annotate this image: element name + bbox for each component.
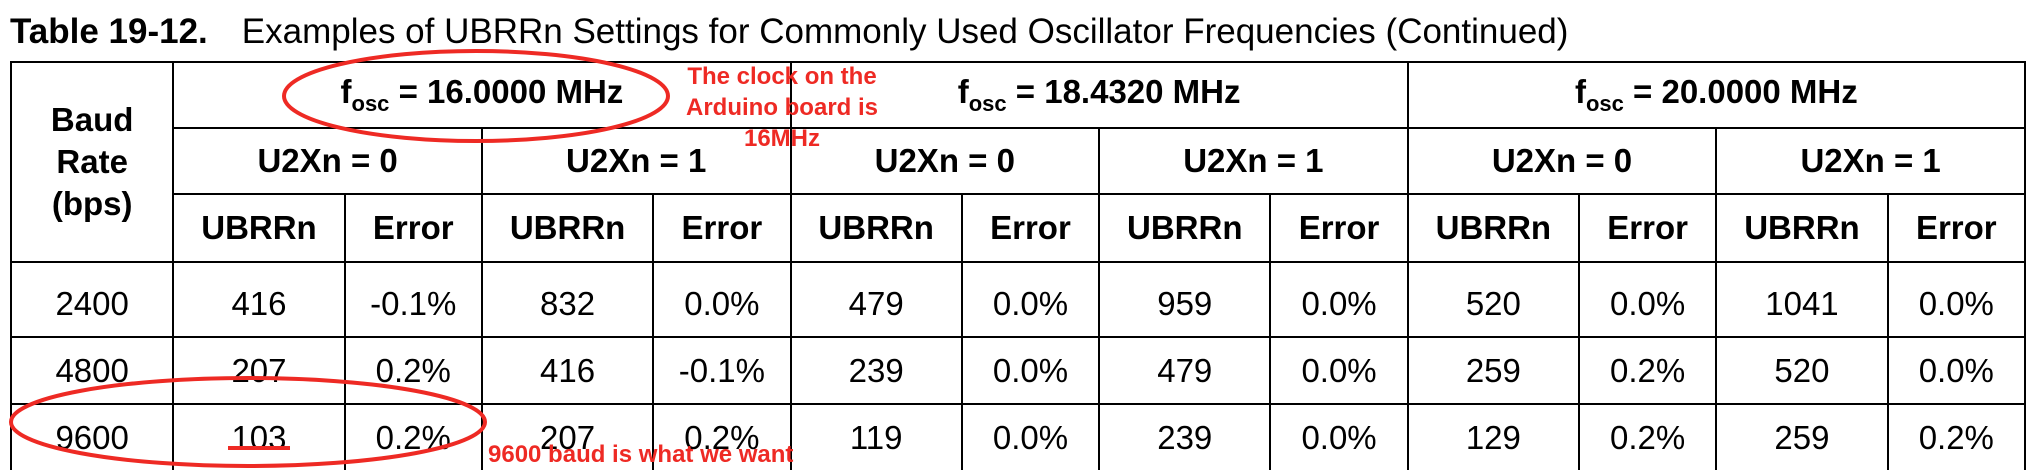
ubrr-cell: 119 (789, 403, 963, 470)
baud-cell: 9600 (9, 403, 175, 470)
error-cell: -0.1% (652, 336, 792, 405)
u2x-header: U2Xn = 1 (1715, 127, 2026, 195)
error-cell: 0.0% (652, 261, 792, 338)
ubrr-cell: 129 (1406, 403, 1581, 470)
ubrr-column-header: UBRRn (1406, 193, 1581, 263)
ubrr-cell: 520 (1715, 336, 1889, 405)
error-column-header: Error (343, 193, 483, 263)
fosc-20mhz-header: fosc = 20.0000 MHz (1406, 61, 2027, 129)
error-column-header: Error (960, 193, 1101, 263)
error-cell: 0.2% (343, 336, 483, 405)
error-cell: 0.0% (1269, 336, 1409, 405)
ubrr-cell: 520 (1406, 261, 1581, 338)
table-title: Examples of UBRRn Settings for Commonly … (241, 12, 1569, 51)
ubrr-column-header: UBRRn (1715, 193, 1889, 263)
baud-cell: 4800 (9, 336, 175, 405)
ubrr-column-header: UBRRn (1098, 193, 1272, 263)
ubrr-cell: 959 (1098, 261, 1272, 338)
ubrr-cell: 207 (480, 403, 655, 470)
error-column-header: Error (1269, 193, 1409, 263)
error-cell: 0.2% (1578, 403, 1718, 470)
ubrr-cell: 832 (480, 261, 655, 338)
ubrr-cell: 479 (789, 261, 963, 338)
baud-rate-header: Baud Rate (bps) (9, 61, 175, 263)
ubrr-settings-table: Baud Rate (bps) fosc = 16.0000 MHz fosc … (9, 61, 2027, 470)
error-cell: 0.0% (1886, 261, 2027, 338)
error-cell: 0.2% (652, 403, 792, 470)
ubrr-cell: 416 (480, 336, 655, 405)
error-cell: 0.0% (1886, 336, 2027, 405)
error-column-header: Error (1578, 193, 1718, 263)
ubrr-column-header: UBRRn (480, 193, 655, 263)
error-cell: 0.0% (1269, 261, 1409, 338)
error-cell: 0.0% (960, 336, 1101, 405)
ubrr-cell: 239 (789, 336, 963, 405)
error-cell: 0.2% (343, 403, 483, 470)
error-column-header: Error (652, 193, 792, 263)
table-row: 9600 103 0.2% 207 0.2% 119 0.0% 239 0.0%… (9, 403, 2027, 470)
u2x-header: U2Xn = 0 (1406, 127, 1718, 195)
u2x-header: U2Xn = 1 (1098, 127, 1409, 195)
u2x-header: U2Xn = 0 (172, 127, 483, 195)
error-cell: 0.2% (1886, 403, 2027, 470)
ubrr-cell: 1041 (1715, 261, 1889, 338)
ubrr-cell: 207 (172, 336, 346, 405)
ubrr-cell: 259 (1406, 336, 1581, 405)
error-cell: 0.0% (960, 261, 1101, 338)
baud-cell: 2400 (9, 261, 175, 338)
ubrr-cell: 239 (1098, 403, 1272, 470)
error-cell: -0.1% (343, 261, 483, 338)
ubrr-cell: 479 (1098, 336, 1272, 405)
ubrr-cell-highlighted: 103 (172, 403, 346, 470)
error-cell: 0.0% (1578, 261, 1718, 338)
clock-annotation: The clock on the Arduino board is 16MHz (686, 63, 878, 152)
table-number: Table 19-12. (10, 12, 208, 51)
table-row: 2400 416 -0.1% 832 0.0% 479 0.0% 959 0.0… (9, 261, 2027, 338)
ubrr-column-header: UBRRn (789, 193, 963, 263)
baud-annotation: 9600 baud is what we want (488, 441, 794, 468)
error-column-header: Error (1886, 193, 2027, 263)
error-cell: 0.0% (1269, 403, 1409, 470)
error-cell: 0.2% (1578, 336, 1718, 405)
ubrr-cell: 416 (172, 261, 346, 338)
error-cell: 0.0% (960, 403, 1101, 470)
ubrr-cell: 259 (1715, 403, 1889, 470)
fosc-18mhz-header: fosc = 18.4320 MHz (789, 61, 1409, 129)
u2x-header: U2Xn = 0 (789, 127, 1101, 195)
table-row: 4800 207 0.2% 416 -0.1% 239 0.0% 479 0.0… (9, 336, 2027, 405)
table-caption: Table 19-12. Examples of UBRRn Settings f… (10, 6, 1568, 58)
ubrr-column-header: UBRRn (172, 193, 346, 263)
